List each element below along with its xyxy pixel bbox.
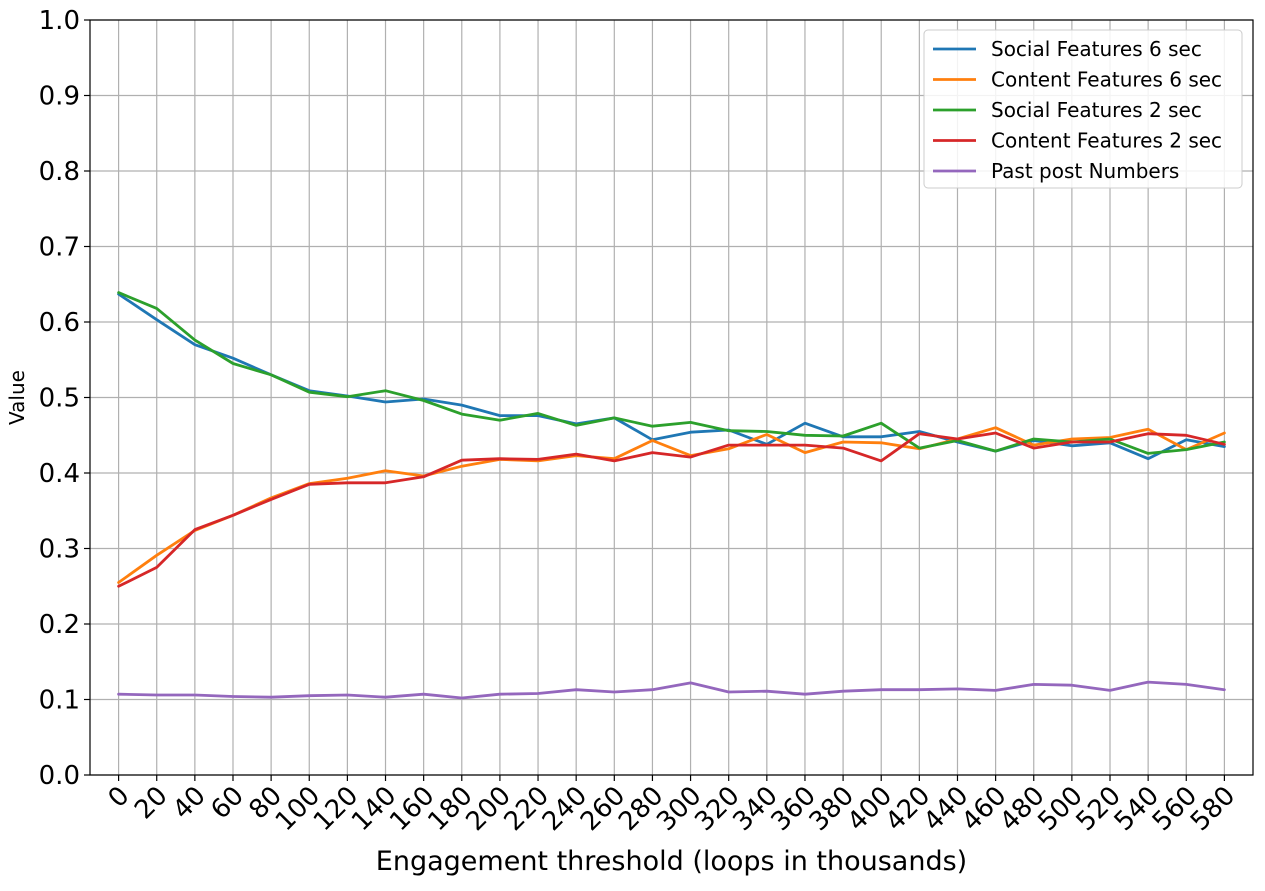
y-tick-label: 1.0: [39, 6, 80, 36]
series-line: [117, 680, 1226, 700]
series-line: [117, 291, 1226, 455]
y-tick-label: 0.6: [39, 308, 80, 338]
y-tick-label: 0.3: [39, 535, 80, 565]
series-line: [117, 292, 1226, 461]
x-axis-label: Engagement threshold (loops in thousands…: [376, 846, 967, 877]
y-tick-label: 0.5: [39, 384, 80, 414]
legend-label: Content Features 2 sec: [991, 129, 1222, 153]
y-tick-label: 0.7: [39, 233, 80, 263]
grid-lines: [90, 19, 1253, 776]
legend: Social Features 6 sec Content Features 6 …: [923, 29, 1243, 189]
x-axis: 0204060801001201401601802002202402602803…: [103, 775, 1241, 837]
y-tick-label: 0.0: [39, 761, 80, 791]
y-tick-label: 0.4: [39, 459, 80, 489]
series-lines: [117, 291, 1226, 700]
legend-label: Content Features 6 sec: [991, 68, 1222, 92]
y-axis: 0.0 0.1 0.2 0.3 0.4 0.5 0.6 0.7 0.8 0.9 1.0: [39, 6, 90, 791]
series-line: [117, 431, 1226, 588]
legend-label: Social Features 2 sec: [991, 98, 1202, 122]
y-axis-label: Value: [5, 370, 29, 425]
legend-label: Social Features 6 sec: [991, 37, 1202, 61]
x-tick-label: 580: [1185, 781, 1241, 837]
x-tick-label: 0: [103, 781, 136, 814]
legend-box: [923, 29, 1243, 189]
y-tick-label: 0.1: [39, 686, 80, 716]
legend-label: Past post Numbers: [991, 159, 1179, 183]
series-line: [117, 426, 1226, 584]
y-tick-label: 0.2: [39, 610, 80, 640]
y-tick-label: 0.9: [39, 82, 80, 112]
y-tick-label: 0.8: [39, 157, 80, 187]
